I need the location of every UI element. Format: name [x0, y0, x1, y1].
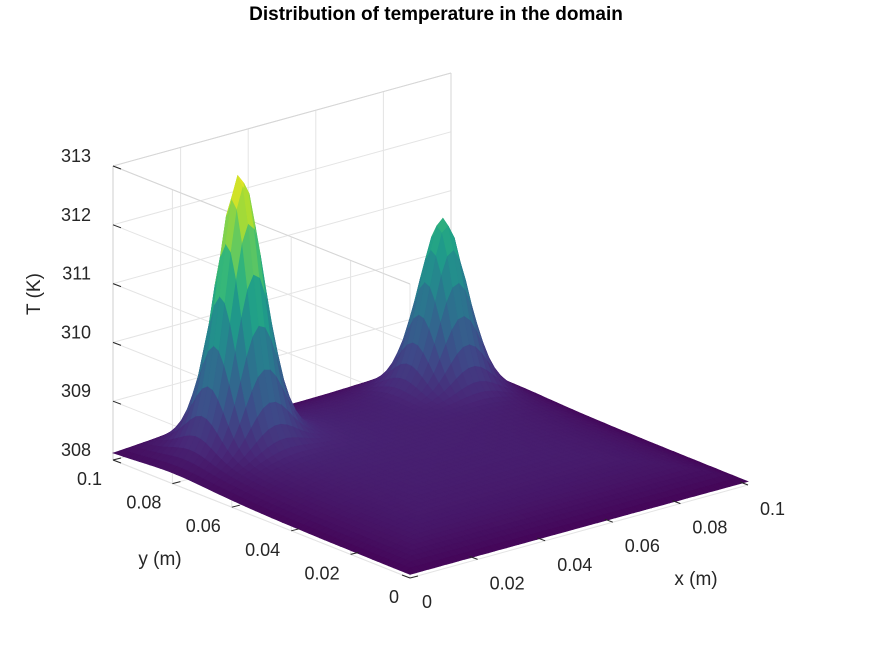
z-tick-mark [112, 224, 122, 229]
x-tick-mark [401, 574, 411, 579]
z-tick-label: 312 [61, 205, 91, 225]
x-tick-label: 0.08 [692, 518, 727, 538]
z-tick-label: 309 [61, 381, 91, 401]
x-axis-label: x (m) [674, 569, 717, 590]
x-tick-mark [469, 555, 478, 560]
x-tick-label: 0.02 [490, 573, 525, 593]
box-edge [112, 165, 411, 285]
x-tick-mark [604, 518, 613, 523]
gridline-back-wall [112, 307, 452, 402]
y-tick-mark [409, 575, 419, 579]
x-tick-mark [537, 537, 546, 542]
z-tick-label: 311 [62, 264, 91, 284]
x-tick-mark [672, 500, 681, 505]
y-tick-label: 0.08 [126, 493, 161, 513]
gridline-floor [112, 459, 411, 579]
z-tick-mark [112, 165, 122, 170]
y-tick-mark [112, 457, 122, 461]
x-tick-label: 0.04 [557, 555, 592, 575]
z-tick-mark [112, 341, 122, 346]
z-axis-label: T (K) [24, 273, 45, 315]
x-tick-mark [739, 481, 749, 486]
y-tick-mark [231, 504, 240, 508]
y-axis-label: y (m) [138, 549, 181, 570]
surface-layer [112, 174, 749, 575]
y-tick-label: 0.02 [305, 563, 340, 583]
axes-layer: x (m) y (m) T (K) 308 309 310 311 312 313 0 0.0… [24, 146, 785, 612]
gridline-back-wall [112, 190, 452, 285]
y-tick-mark [172, 481, 181, 485]
z-tick-mark [112, 283, 122, 288]
z-tick-mark [112, 459, 122, 464]
x-tick-label: 0.06 [625, 536, 660, 556]
z-tick-label: 308 [61, 440, 91, 460]
gridline-floor [409, 484, 749, 579]
gridline-back-wall [112, 131, 452, 226]
y-tick-label: 0 [389, 587, 399, 607]
box-edge [112, 72, 452, 167]
y-tick-label: 0.1 [77, 469, 102, 489]
z-tick-mark [112, 400, 122, 405]
y-tick-mark [350, 551, 359, 555]
x-tick-label: 0 [422, 592, 432, 612]
y-tick-label: 0.06 [186, 516, 221, 536]
x-tick-label: 0.1 [760, 499, 785, 519]
z-tick-label: 313 [61, 146, 91, 166]
surface-patch [735, 477, 749, 484]
z-tick-label: 310 [61, 322, 91, 342]
y-tick-label: 0.04 [245, 540, 280, 560]
y-tick-mark [291, 528, 300, 532]
chart-title: Distribution of temperature in the domai… [249, 4, 623, 25]
gridline-back-wall [112, 248, 452, 343]
